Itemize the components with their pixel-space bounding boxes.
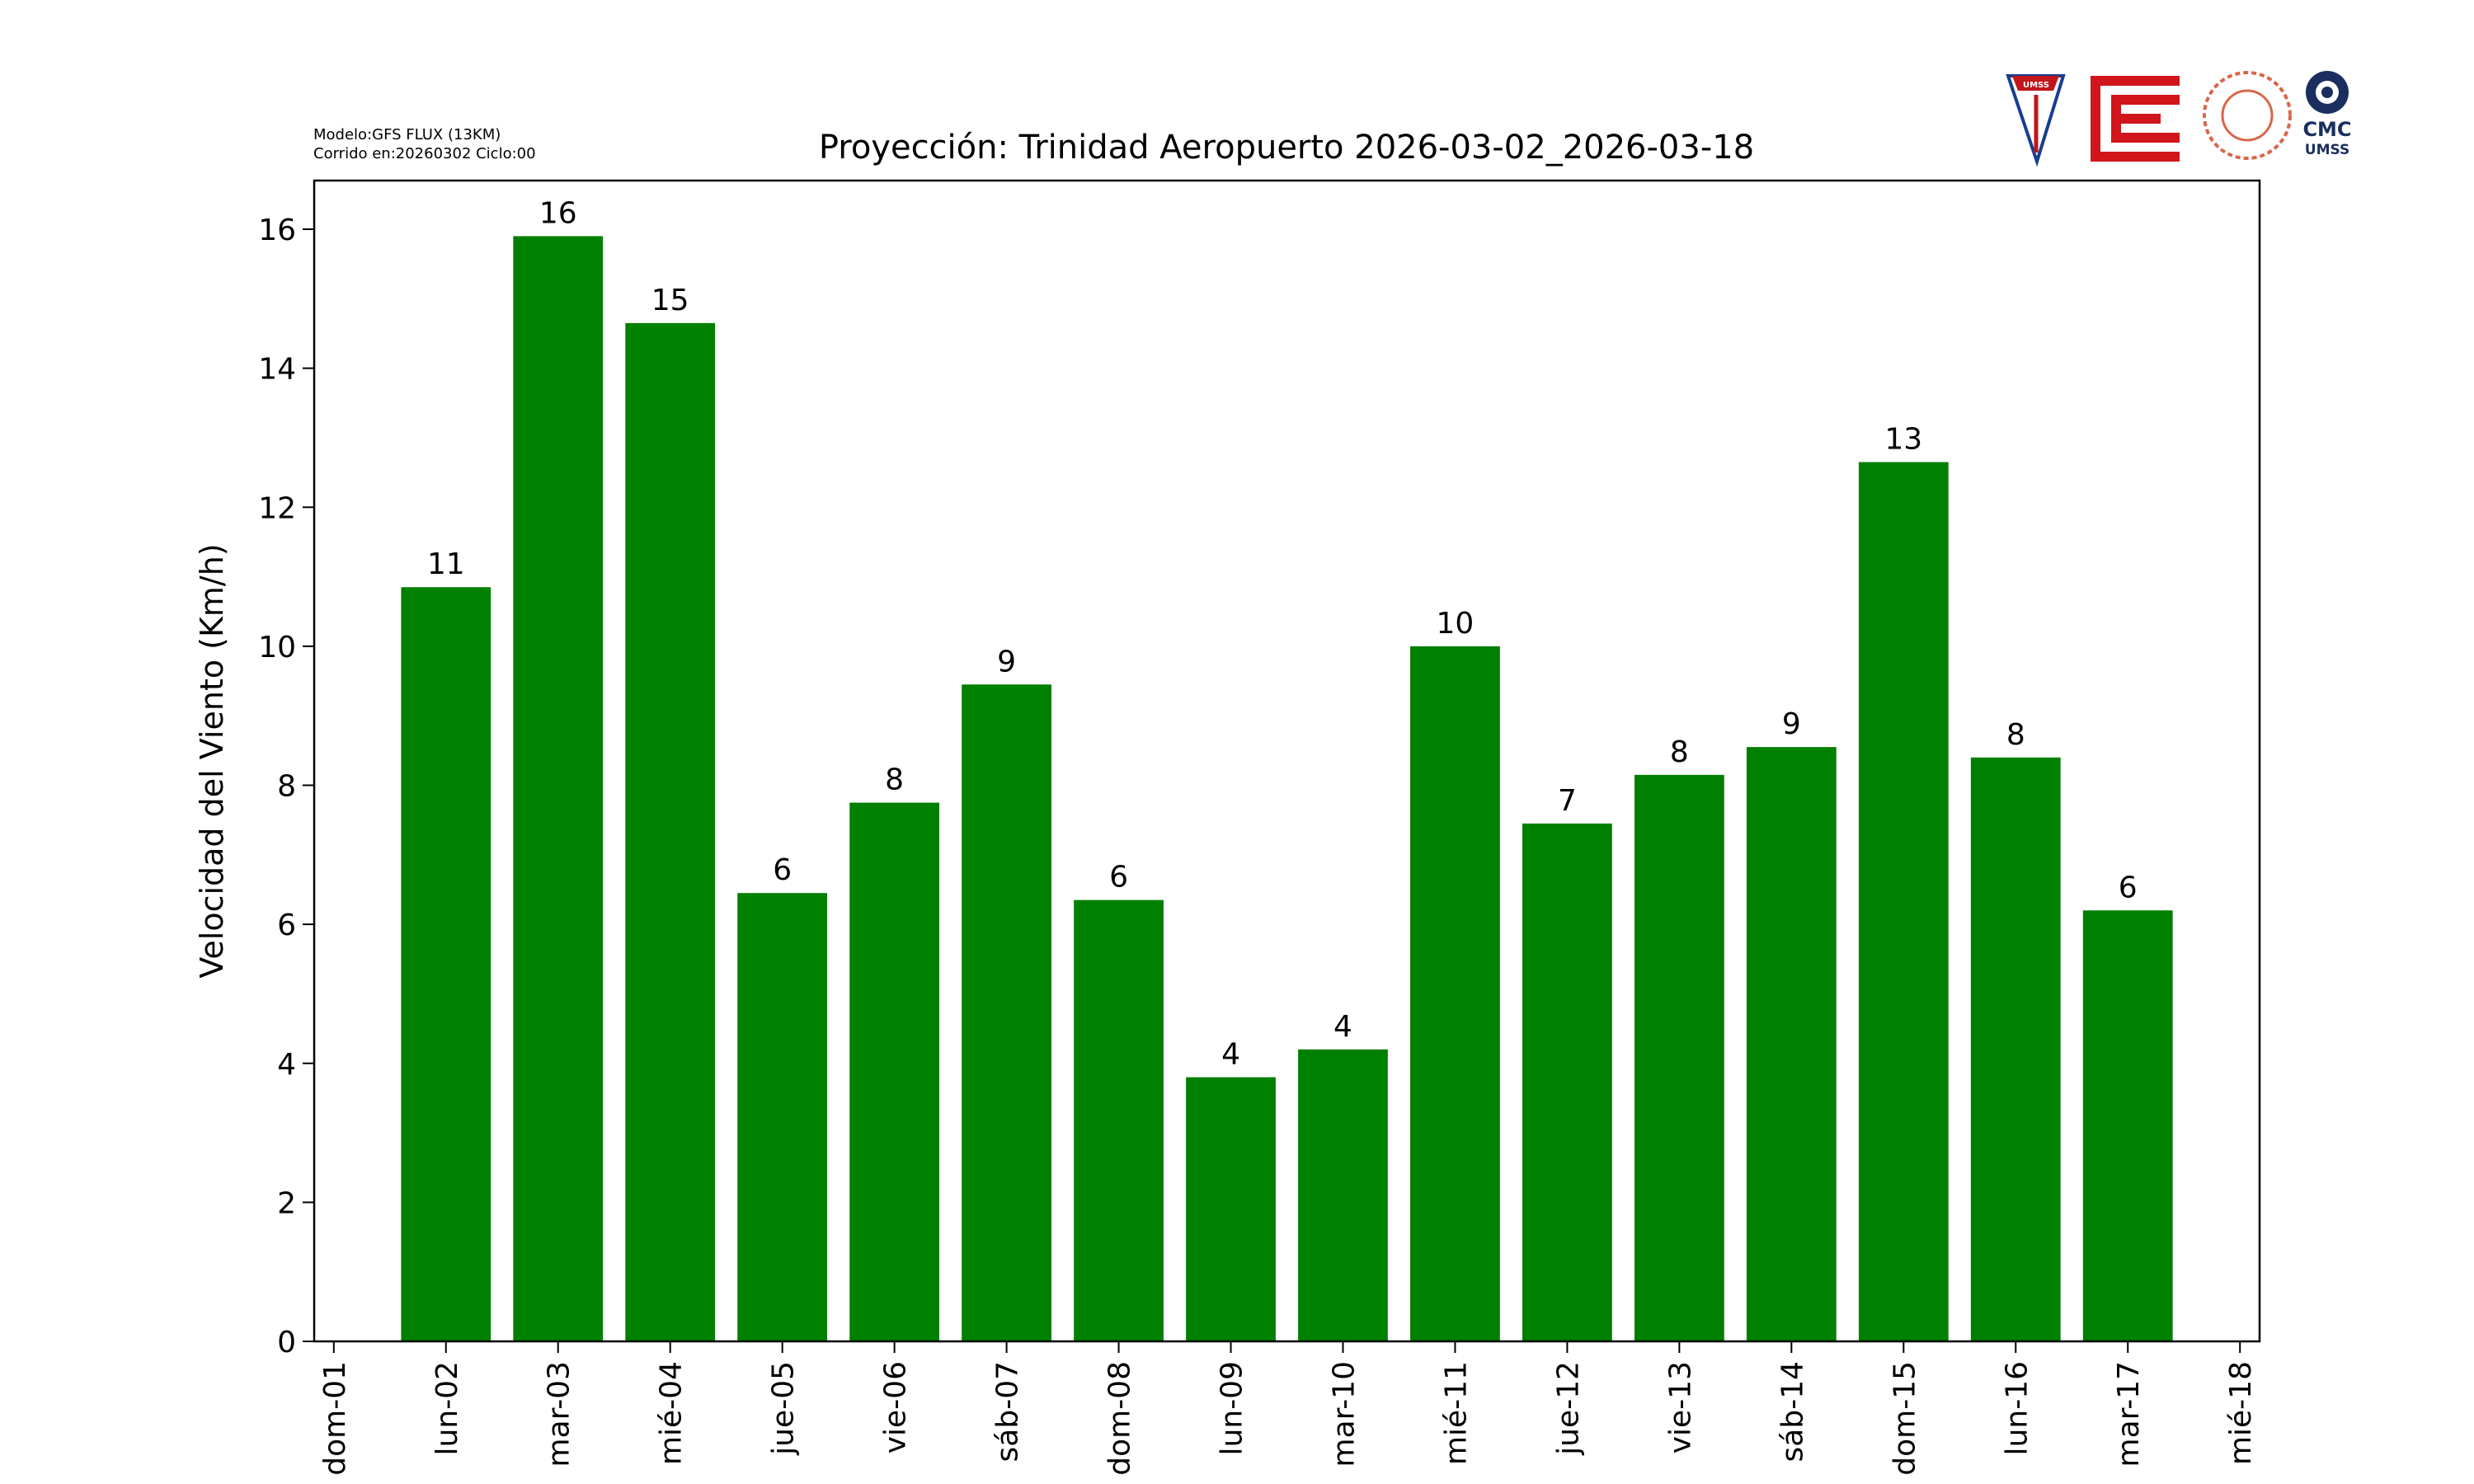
x-tick-label: mar-10 [1327, 1361, 1361, 1467]
value-label: 16 [539, 196, 577, 230]
y-tick-label: 16 [258, 214, 296, 247]
value-label: 6 [1109, 861, 1128, 895]
logo-umss-band [2012, 76, 2059, 91]
x-tick-label: jue-05 [767, 1361, 801, 1456]
bar [401, 587, 492, 1341]
value-label: 15 [651, 284, 689, 317]
x-tick-label: mar-17 [2112, 1361, 2146, 1467]
logo-umss-text: UMSS [2023, 81, 2049, 90]
value-label: 8 [885, 763, 904, 797]
y-tick-label: 10 [258, 631, 296, 665]
x-tick-label: sáb-14 [1776, 1361, 1809, 1462]
bar [1858, 462, 1949, 1341]
value-label: 9 [997, 645, 1016, 679]
x-tick-label: dom-08 [1103, 1361, 1137, 1476]
y-tick-label: 6 [277, 909, 296, 942]
x-tick-label: mié-18 [2224, 1361, 2258, 1465]
plot-area: 0 2 4 6 8 10 12 14 16 dom-01 lun-02 11 mar-03 16 mié-0… [258, 196, 2258, 1475]
x-tick-label: mié-11 [1439, 1361, 1473, 1465]
model-note: Modelo:GFS FLUX (13KM) [313, 126, 501, 143]
bar [1410, 646, 1500, 1341]
value-label: 11 [427, 547, 465, 581]
bar [1298, 1049, 1388, 1341]
value-label: 7 [1558, 784, 1577, 818]
value-label: 8 [2006, 718, 2025, 752]
bar [1970, 757, 2061, 1341]
value-label: 9 [1782, 707, 1801, 741]
axes-frame [313, 179, 2261, 1343]
y-tick-label: 0 [277, 1326, 296, 1360]
value-label: 6 [773, 853, 792, 887]
x-tick-label: lun-09 [1216, 1361, 1249, 1455]
run-note: Corrido en:20260302 Ciclo:00 [313, 145, 536, 162]
x-tick-label: vie-06 [879, 1361, 913, 1453]
y-tick-label: 14 [258, 353, 296, 387]
bar [513, 236, 604, 1341]
value-label: 4 [1221, 1038, 1240, 1072]
logos: UMSS CMC UMSS [2006, 71, 2352, 167]
y-tick-label: 4 [277, 1048, 296, 1082]
logo-fisica-inner [2221, 89, 2274, 142]
x-tick-label: mar-03 [543, 1361, 576, 1467]
bar [1746, 747, 1837, 1341]
logo-fcyt [2091, 76, 2180, 162]
value-label: 4 [1333, 1010, 1352, 1044]
logo-cmc-text: CMC [2302, 118, 2351, 141]
bar [1186, 1077, 1276, 1341]
value-label: 13 [1884, 422, 1922, 456]
value-label: 6 [2119, 871, 2138, 904]
x-tick-label: jue-12 [1551, 1361, 1585, 1456]
bar [962, 684, 1051, 1341]
x-tick-label: dom-15 [1888, 1361, 1921, 1476]
y-tick-label: 12 [258, 491, 296, 525]
bar [737, 893, 828, 1341]
y-tick-label: 2 [277, 1186, 296, 1220]
bar [2082, 910, 2173, 1341]
logo-cmc-sub: UMSS [2305, 142, 2349, 158]
bar [849, 802, 940, 1341]
chart-title: Proyección: Trinidad Aeropuerto 2026-03-… [819, 129, 1754, 167]
x-tick-label: mié-04 [655, 1361, 689, 1465]
bar [1522, 823, 1612, 1341]
value-label: 10 [1437, 607, 1475, 641]
y-tick-label: 8 [277, 770, 296, 804]
x-tick-label: vie-13 [1663, 1361, 1697, 1453]
x-tick-label: lun-02 [430, 1361, 464, 1455]
bar [1074, 899, 1164, 1341]
logo-cmc-dot [2321, 87, 2333, 98]
logo-fisica [2203, 71, 2292, 160]
bar [1634, 774, 1724, 1341]
value-label: 8 [1670, 735, 1689, 769]
x-tick-label: dom-01 [318, 1361, 352, 1476]
bar [625, 322, 716, 1341]
y-axis-label: Velocidad del Viento (Km/h) [194, 543, 230, 978]
x-tick-label: lun-16 [2000, 1361, 2034, 1455]
x-tick-label: sáb-07 [991, 1361, 1025, 1462]
